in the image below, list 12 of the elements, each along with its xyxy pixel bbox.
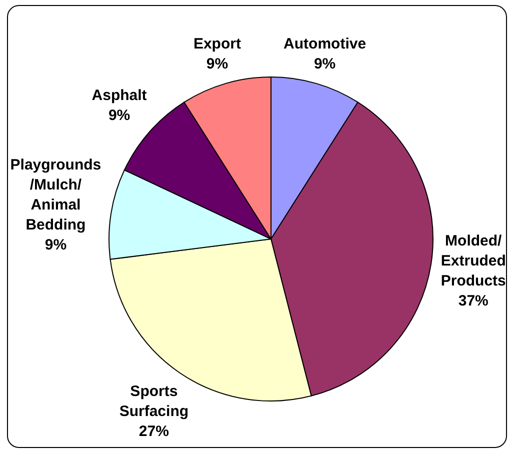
data-label: 9%	[44, 236, 67, 254]
slice-label: Export	[193, 35, 241, 52]
data-label: 9%	[314, 55, 336, 72]
data-label: 37%	[458, 292, 488, 310]
data-label: 9%	[108, 106, 130, 124]
slice-label: Sports Surfacing	[119, 382, 189, 420]
data-label: 27%	[138, 422, 169, 440]
slice-label: Molded/ Extruded Products	[440, 232, 506, 290]
slice-label: Asphalt	[92, 86, 147, 104]
slice-label: Playgrounds /Mulch/ Animal Bedding	[10, 156, 102, 234]
data-label: 9%	[206, 55, 228, 72]
slice-label: Automotive	[284, 35, 366, 52]
